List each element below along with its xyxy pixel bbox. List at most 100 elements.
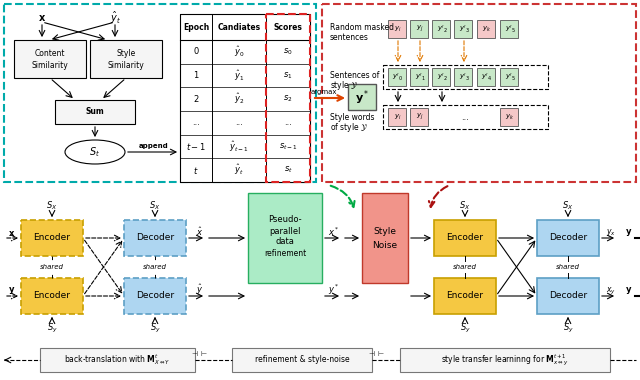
Ellipse shape [65, 140, 125, 164]
Text: $y_j$: $y_j$ [416, 24, 424, 34]
Text: $s_t$: $s_t$ [284, 165, 292, 176]
Text: $y'_3$: $y'_3$ [458, 71, 470, 82]
Text: $\mathbf{x}$: $\mathbf{x}$ [38, 13, 46, 23]
Text: $y_k$: $y_k$ [506, 112, 515, 122]
Text: $y'_5$: $y'_5$ [504, 71, 515, 82]
Text: Decoder: Decoder [136, 233, 174, 242]
Text: $y_k$: $y_k$ [483, 24, 492, 33]
Bar [537, 278, 599, 314]
Text: $y'_2$: $y'_2$ [436, 24, 447, 35]
Bar [432, 20, 450, 38]
Text: of style $\mathcal{Y}$: of style $\mathcal{Y}$ [330, 122, 368, 135]
Text: Similarity: Similarity [108, 60, 145, 70]
Text: Scores: Scores [273, 22, 303, 32]
Bar [383, 65, 548, 89]
Bar [4, 4, 316, 182]
Text: $S_X$: $S_X$ [460, 200, 471, 212]
Text: Similarity: Similarity [31, 60, 68, 70]
Text: append: append [139, 143, 169, 149]
Bar [348, 84, 376, 110]
Bar [537, 220, 599, 256]
Text: $\hat{y}_2$: $\hat{y}_2$ [234, 92, 244, 106]
Text: $S_y$: $S_y$ [460, 321, 470, 334]
Text: $t$: $t$ [193, 165, 199, 176]
Text: ...: ... [235, 118, 243, 127]
Text: $S_X$: $S_X$ [149, 200, 161, 212]
Text: $S_X$: $S_X$ [46, 200, 58, 212]
Bar [14, 40, 86, 78]
Text: $x_y$: $x_y$ [606, 285, 616, 296]
Text: Candiates: Candiates [218, 22, 260, 32]
Bar [266, 14, 310, 182]
Text: $y_i$: $y_i$ [394, 112, 402, 122]
Text: $s_1$: $s_1$ [284, 70, 292, 81]
Bar [500, 20, 518, 38]
Text: 0: 0 [193, 48, 198, 56]
Text: ...: ... [284, 118, 292, 127]
Text: $\dashv\vdash$: $\dashv\vdash$ [367, 348, 385, 358]
Bar [410, 20, 428, 38]
Text: $\hat{y}$: $\hat{y}$ [196, 283, 204, 297]
Bar [500, 108, 518, 126]
Bar [477, 68, 495, 86]
Text: $S_y$: $S_y$ [150, 321, 161, 334]
Bar [90, 40, 162, 78]
Text: parallel: parallel [269, 226, 301, 236]
Text: Encoder: Encoder [33, 291, 70, 301]
Text: back-translation with $\mathbf{M}^t_{X\Leftrightarrow Y}$: back-translation with $\mathbf{M}^t_{X\L… [64, 353, 171, 367]
Text: $\dashv\vdash$: $\dashv\vdash$ [190, 348, 208, 358]
Text: $\hat{y}_t$: $\hat{y}_t$ [234, 163, 244, 177]
Bar [388, 20, 406, 38]
Bar [21, 278, 83, 314]
Text: Pseudo-: Pseudo- [268, 215, 302, 225]
Text: $x^*$: $x^*$ [328, 226, 340, 238]
Bar [248, 193, 322, 283]
Text: $S_t$: $S_t$ [90, 145, 100, 159]
Bar [21, 220, 83, 256]
Text: $y'_1$: $y'_1$ [415, 71, 426, 82]
Text: Encoder: Encoder [447, 233, 483, 242]
Text: Content: Content [35, 49, 65, 59]
Text: Decoder: Decoder [549, 233, 587, 242]
Text: shared: shared [40, 264, 64, 270]
Text: $y_x$: $y_x$ [606, 228, 616, 239]
Bar [410, 108, 428, 126]
Bar [40, 348, 195, 372]
Bar [322, 4, 636, 182]
Text: 1: 1 [193, 71, 198, 80]
Bar [432, 68, 450, 86]
Bar [383, 105, 548, 129]
Text: $\hat{y}_1$: $\hat{y}_1$ [234, 68, 244, 83]
Text: $y_i$: $y_i$ [394, 24, 402, 33]
Text: $S_y$: $S_y$ [47, 321, 58, 334]
Text: style $\mathcal{Y}$: style $\mathcal{Y}$ [330, 79, 358, 92]
Bar [500, 68, 518, 86]
Bar [410, 68, 428, 86]
Text: Encoder: Encoder [447, 291, 483, 301]
Text: $y^*$: $y^*$ [328, 283, 340, 297]
Text: $\hat{y}_{t-1}$: $\hat{y}_{t-1}$ [229, 139, 249, 154]
Text: Sentences of: Sentences of [330, 71, 380, 81]
Text: argmax: argmax [311, 89, 337, 95]
Text: ...: ... [192, 118, 200, 127]
Bar [454, 68, 472, 86]
Text: $\mathbf{y}$: $\mathbf{y}$ [625, 228, 633, 239]
Text: $t-1$: $t-1$ [186, 141, 206, 152]
Text: refinement: refinement [264, 249, 306, 258]
Text: $S_X$: $S_X$ [563, 200, 573, 212]
Text: $s_{t-1}$: $s_{t-1}$ [278, 141, 298, 152]
Bar [388, 108, 406, 126]
Text: $\hat{y}_0$: $\hat{y}_0$ [234, 44, 244, 59]
Text: sentences: sentences [330, 33, 369, 43]
Text: $y'_4$: $y'_4$ [481, 71, 493, 82]
Text: $\mathbf{y}$: $\mathbf{y}$ [625, 285, 633, 296]
Text: shared: shared [143, 264, 167, 270]
Bar [434, 220, 496, 256]
Bar [400, 348, 610, 372]
Text: Noise: Noise [372, 241, 397, 250]
Text: Random masked: Random masked [330, 24, 394, 33]
Bar [232, 348, 372, 372]
Text: refinement & style-noise: refinement & style-noise [255, 356, 349, 364]
Text: $S_y$: $S_y$ [563, 321, 573, 334]
Text: ...: ... [461, 112, 469, 122]
